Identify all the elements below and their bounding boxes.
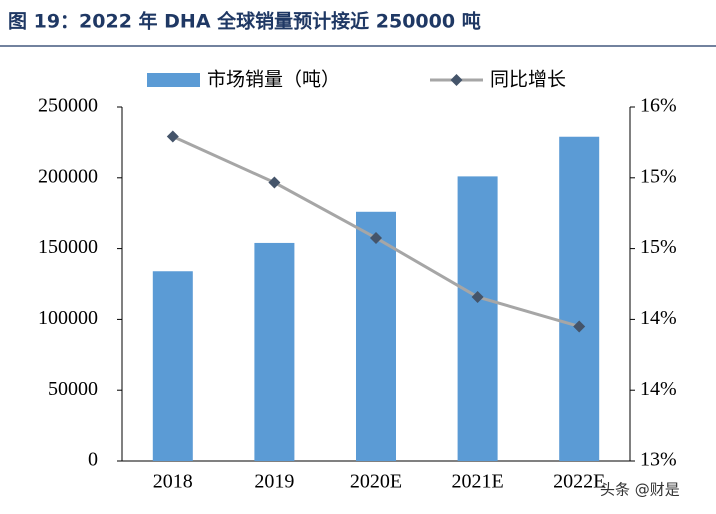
legend-swatch	[147, 73, 200, 87]
y2-tick-label: 14%	[640, 378, 677, 400]
legend-label: 同比增长	[490, 69, 566, 91]
marker	[166, 130, 179, 143]
y-tick-label: 100000	[38, 307, 98, 329]
marker	[268, 176, 281, 189]
legend-marker	[450, 74, 463, 86]
y-tick-label: 50000	[48, 378, 98, 400]
y-tick-label: 0	[88, 449, 98, 471]
bar	[457, 176, 498, 461]
y2-tick-label: 15%	[640, 165, 677, 187]
marker	[471, 290, 484, 303]
legend-label: 市场销量（吨）	[207, 69, 340, 91]
chart-title: 图 19：2022 年 DHA 全球销量预计接近 250000 吨	[8, 10, 481, 33]
x-tick-label: 2022E	[553, 471, 605, 493]
watermark: 头条 @财是	[600, 481, 680, 499]
bar	[559, 136, 600, 461]
marker	[370, 231, 382, 244]
x-tick-label: 2021E	[451, 471, 503, 493]
y-tick-label: 250000	[38, 95, 98, 117]
bar	[254, 242, 295, 461]
bar	[152, 271, 193, 461]
y2-tick-label: 15%	[640, 236, 677, 258]
bar	[356, 211, 396, 461]
y-tick-label: 150000	[38, 236, 98, 258]
y2-tick-label: 14%	[640, 307, 677, 329]
y2-tick-label: 13%	[640, 449, 677, 471]
y-tick-label: 200000	[38, 165, 98, 187]
marker	[573, 320, 586, 333]
x-tick-label: 2020E	[350, 471, 402, 493]
y2-tick-label: 16%	[640, 95, 677, 117]
x-tick-label: 2018	[153, 471, 193, 493]
x-tick-label: 2019	[254, 471, 294, 493]
